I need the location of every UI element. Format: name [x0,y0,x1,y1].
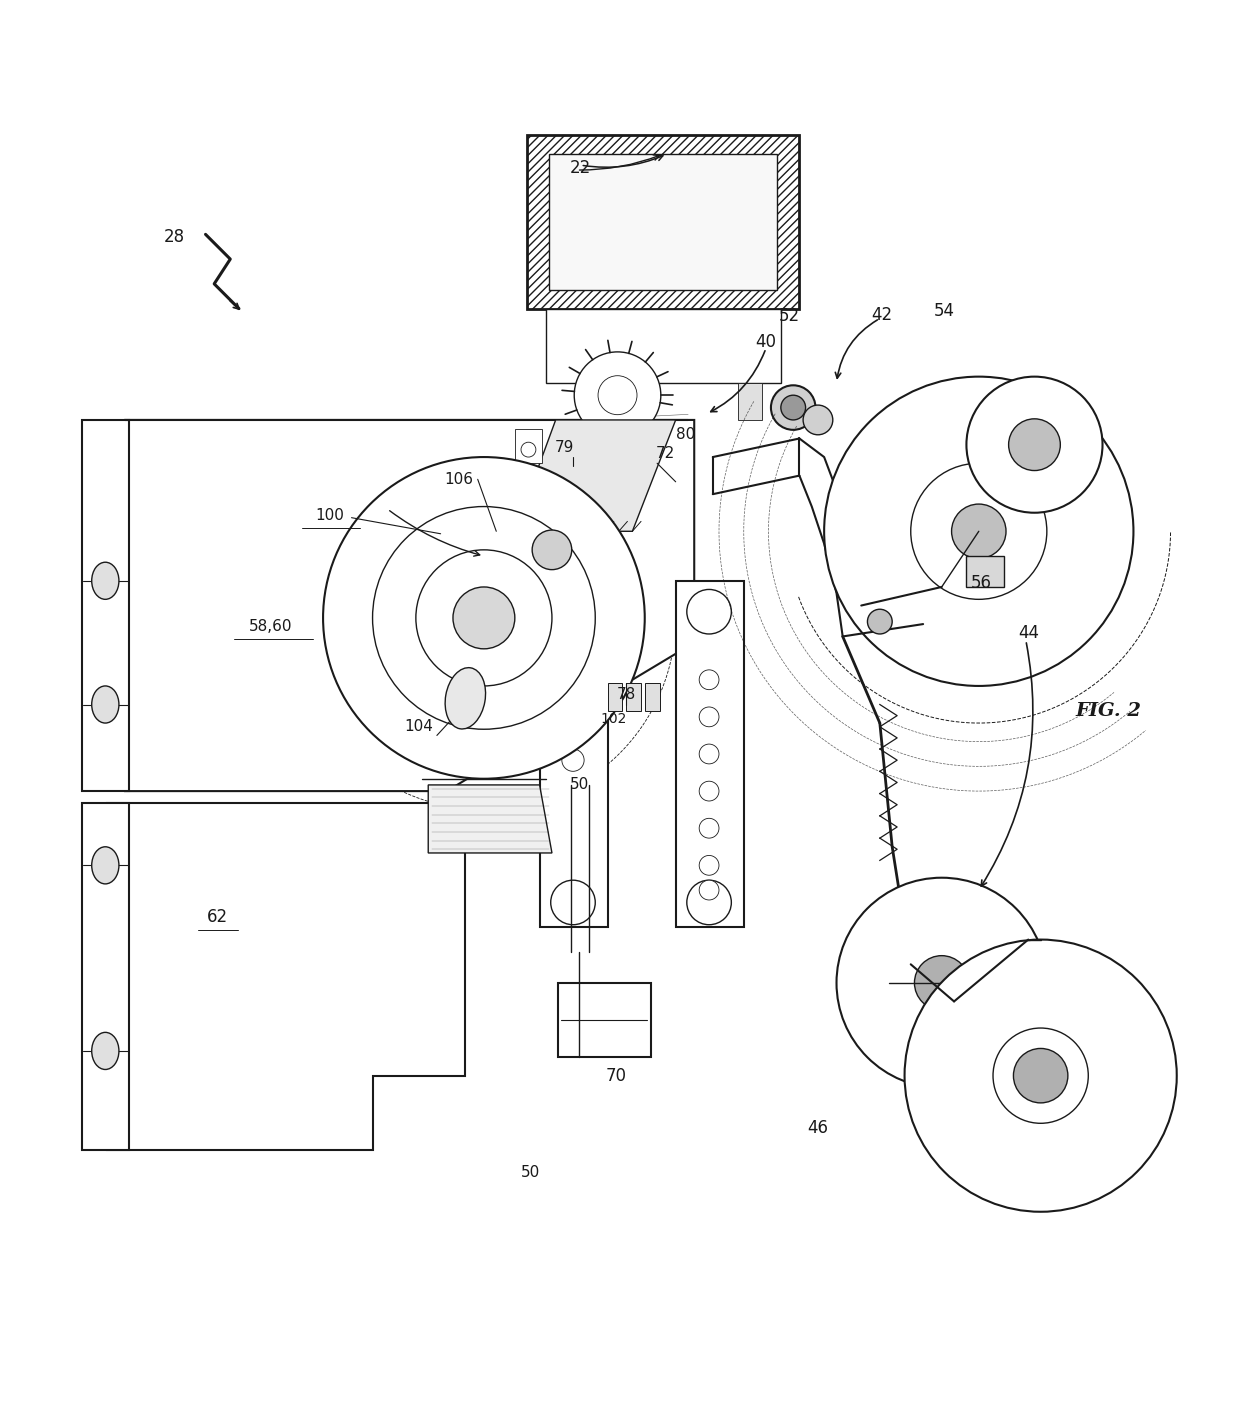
Text: 79: 79 [554,440,574,455]
Circle shape [699,707,719,727]
Circle shape [699,881,719,900]
Polygon shape [125,420,694,790]
Circle shape [415,550,552,686]
Circle shape [562,712,584,734]
Circle shape [687,589,732,634]
Ellipse shape [92,562,119,599]
Text: 78: 78 [616,688,636,702]
Text: 72: 72 [656,445,676,461]
Ellipse shape [92,847,119,883]
Text: 28: 28 [164,228,185,245]
Circle shape [699,669,719,689]
Text: 62: 62 [207,909,228,926]
Circle shape [551,881,595,924]
Ellipse shape [92,1033,119,1069]
Circle shape [825,376,1133,686]
Bar [515,428,542,464]
Text: 58,60: 58,60 [249,619,293,634]
Polygon shape [107,803,465,1150]
Bar [626,683,641,710]
Circle shape [781,395,806,420]
Circle shape [699,781,719,800]
Text: 70: 70 [606,1067,626,1085]
Circle shape [551,645,595,689]
Text: 80: 80 [676,427,696,442]
Text: 52: 52 [779,307,800,325]
Text: 100: 100 [315,507,343,523]
Bar [546,309,781,383]
Circle shape [1013,1048,1068,1103]
Text: 42: 42 [872,306,893,324]
Text: 54: 54 [934,302,955,320]
Circle shape [372,507,595,730]
Circle shape [804,406,833,435]
Circle shape [598,376,637,414]
Polygon shape [515,420,676,531]
Bar [645,683,660,710]
Text: FIG. 2: FIG. 2 [1076,702,1142,720]
Circle shape [951,504,1006,558]
Circle shape [993,1029,1089,1123]
Bar [82,803,129,1150]
Bar [539,643,608,927]
Text: 102: 102 [600,713,627,727]
Circle shape [904,940,1177,1212]
Circle shape [837,878,1047,1088]
Circle shape [324,457,645,779]
Circle shape [699,855,719,875]
Circle shape [521,442,536,457]
Circle shape [910,464,1047,599]
Circle shape [1008,418,1060,471]
Bar [738,383,763,420]
Bar [966,557,1003,588]
Bar [527,135,800,309]
Circle shape [562,750,584,771]
Circle shape [771,385,816,430]
Circle shape [453,588,515,648]
Circle shape [699,744,719,764]
Text: 44: 44 [1018,624,1039,641]
Ellipse shape [445,668,486,728]
Circle shape [966,376,1102,513]
Circle shape [532,530,572,569]
Text: 50: 50 [569,778,589,792]
Ellipse shape [92,686,119,723]
Text: 40: 40 [755,333,776,351]
Text: 106: 106 [445,472,474,488]
Bar [558,983,651,1057]
Bar [82,420,129,790]
Bar [608,683,622,710]
Text: 50: 50 [521,1165,541,1179]
Text: 22: 22 [570,159,591,176]
Circle shape [574,352,661,438]
Text: 104: 104 [404,719,433,734]
Circle shape [687,881,732,924]
Circle shape [914,955,968,1010]
Text: 46: 46 [807,1119,828,1137]
Polygon shape [428,785,552,852]
Circle shape [699,819,719,838]
Text: 56: 56 [971,575,992,592]
Bar [676,581,744,927]
Circle shape [868,609,893,634]
Bar [549,154,777,290]
